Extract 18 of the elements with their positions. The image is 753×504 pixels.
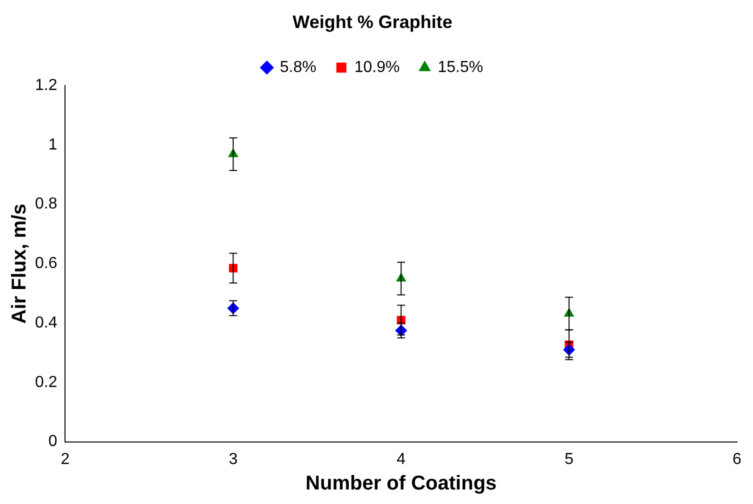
y-axis-title: Air Flux, m/s: [8, 204, 31, 324]
y-tick-label: 0.8: [34, 196, 58, 213]
chart-title: Weight % Graphite: [292, 12, 452, 32]
x-tick-label: 2: [60, 450, 70, 468]
x-tick-label: 6: [732, 450, 742, 468]
y-tick-label: 1.2: [34, 77, 58, 94]
y-tick-label: 0.6: [34, 255, 58, 272]
y-tick-label: 0: [48, 433, 58, 450]
x-tick-label: 5: [564, 450, 574, 468]
legend-label: 10.9%: [354, 59, 400, 76]
x-axis-title: Number of Coatings: [306, 472, 497, 495]
x-tick-label: 4: [396, 450, 406, 468]
y-tick-label: 0.4: [34, 314, 58, 332]
legend-label: 5.8%: [280, 59, 316, 76]
legend-label: 15.5%: [438, 59, 484, 76]
y-tick-label: 1: [48, 136, 58, 154]
y-tick-label: 0.2: [34, 374, 58, 391]
x-tick-label: 3: [228, 450, 238, 468]
